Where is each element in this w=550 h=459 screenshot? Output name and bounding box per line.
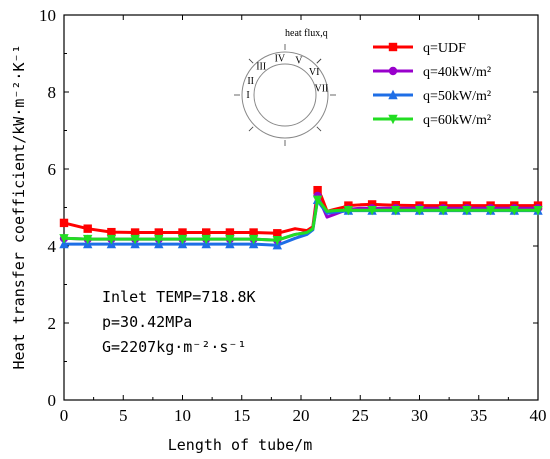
inset-title: heat flux,q bbox=[285, 28, 328, 39]
annotation-mass-flux: G=2207kg·m⁻²·s⁻¹ bbox=[102, 338, 247, 356]
x-tick-label: 40 bbox=[530, 406, 547, 425]
x-tick-label: 10 bbox=[174, 406, 191, 425]
data-point bbox=[485, 205, 496, 216]
legend-label: q=50kW/m² bbox=[423, 89, 491, 104]
data-point bbox=[154, 228, 163, 237]
legend-label: q=60kW/m² bbox=[423, 113, 491, 128]
data-point bbox=[343, 205, 354, 216]
x-tick-label: 35 bbox=[470, 406, 487, 425]
x-tick-label: 15 bbox=[233, 406, 250, 425]
heat-flux-arrow bbox=[248, 58, 254, 64]
data-point bbox=[391, 205, 401, 216]
data-point bbox=[83, 234, 93, 245]
data-point bbox=[225, 234, 235, 245]
data-point bbox=[367, 205, 377, 216]
y-axis-title-text: Heat transfer coefficient/kW·m⁻²·K⁻¹ bbox=[10, 44, 28, 369]
series-3 bbox=[59, 195, 543, 246]
data-point bbox=[154, 234, 164, 245]
data-point bbox=[313, 185, 322, 195]
condition-annotations: Inlet TEMP=718.8K p=30.42MPa G=2207kg·m⁻… bbox=[102, 288, 256, 356]
legend: q=UDF q=40kW/m² q=50kW/m² q=60kW/m² bbox=[373, 41, 491, 128]
heat-flux-arrow bbox=[316, 126, 322, 132]
legend-marker bbox=[388, 89, 398, 100]
data-point bbox=[248, 234, 259, 245]
data-point bbox=[59, 234, 69, 244]
inset-label: VII bbox=[314, 84, 328, 95]
series-layer bbox=[59, 185, 543, 250]
x-tick-label: 0 bbox=[60, 406, 69, 425]
inset-label: VI bbox=[309, 67, 320, 78]
heat-flux-arrow bbox=[248, 126, 254, 132]
data-point bbox=[59, 218, 69, 228]
inset-heat-flux-arrows bbox=[234, 44, 336, 146]
data-point bbox=[509, 205, 519, 216]
data-point bbox=[533, 205, 543, 216]
data-point bbox=[201, 234, 211, 245]
data-point bbox=[438, 205, 448, 216]
data-point bbox=[312, 195, 323, 205]
data-point bbox=[106, 234, 117, 245]
inset-label: I bbox=[246, 90, 249, 101]
inset-inner-circle bbox=[253, 63, 317, 127]
x-tick-label: 25 bbox=[352, 406, 369, 425]
inset-label: IV bbox=[275, 53, 286, 64]
data-point bbox=[273, 229, 282, 238]
x-tick-label: 5 bbox=[119, 406, 128, 425]
inset-label: V bbox=[295, 56, 303, 67]
legend-marker bbox=[388, 114, 398, 125]
annotation-inlet-temp: Inlet TEMP=718.8K bbox=[102, 288, 256, 306]
data-point bbox=[225, 228, 235, 237]
x-axis-ticks: 0 5 10 15 20 25 30 35 40 bbox=[60, 15, 547, 425]
data-point bbox=[177, 234, 188, 245]
data-point bbox=[272, 236, 282, 246]
inset-outer-circle bbox=[241, 51, 329, 139]
legend-label: q=40kW/m² bbox=[423, 65, 491, 80]
legend-marker bbox=[388, 42, 398, 52]
data-point bbox=[202, 228, 211, 237]
y-tick-label: 0 bbox=[48, 391, 57, 410]
y-tick-label: 10 bbox=[39, 6, 56, 25]
data-point bbox=[130, 234, 140, 245]
y-axis-ticks: 0 2 4 6 8 10 bbox=[39, 6, 538, 410]
data-point bbox=[83, 224, 92, 233]
legend-label: q=UDF bbox=[423, 41, 466, 56]
heat-flux-arrow bbox=[316, 58, 322, 64]
y-axis-title: Heat transfer coefficient/kW·m⁻²·K⁻¹ bbox=[10, 44, 28, 369]
annotation-pressure: p=30.42MPa bbox=[102, 313, 192, 331]
series-line bbox=[63, 198, 538, 242]
y-tick-label: 6 bbox=[48, 160, 57, 179]
x-tick-label: 20 bbox=[293, 406, 310, 425]
x-tick-label: 30 bbox=[411, 406, 428, 425]
legend-marker bbox=[388, 66, 398, 76]
y-tick-label: 4 bbox=[48, 237, 57, 256]
data-point bbox=[107, 227, 116, 237]
y-tick-label: 8 bbox=[48, 83, 57, 102]
data-point bbox=[414, 205, 425, 216]
y-tick-label: 2 bbox=[48, 314, 57, 333]
x-axis-title: Length of tube/m bbox=[168, 436, 313, 454]
data-point bbox=[462, 205, 472, 216]
data-point bbox=[249, 228, 258, 237]
inset-label: III bbox=[256, 62, 266, 73]
data-point bbox=[59, 238, 69, 249]
data-point bbox=[130, 228, 140, 237]
inset-label: II bbox=[247, 76, 254, 87]
data-point bbox=[178, 228, 187, 237]
